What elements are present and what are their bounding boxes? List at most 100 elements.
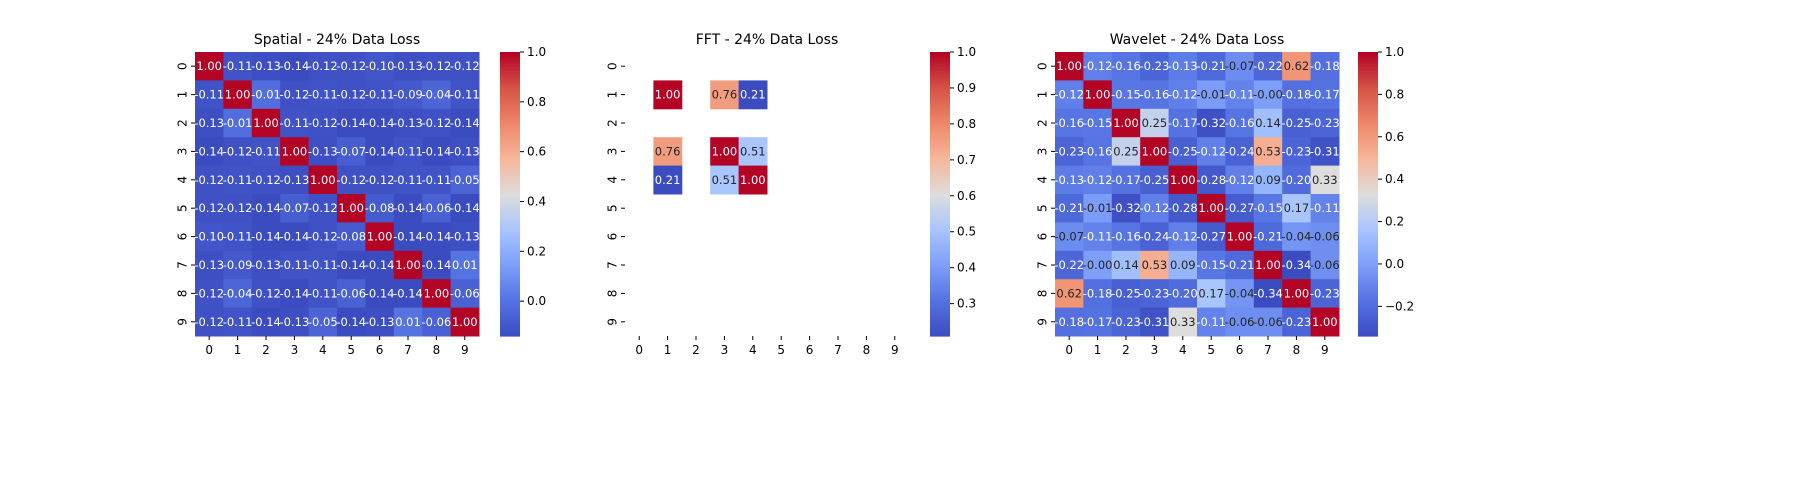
cell-label: 0.01 — [395, 315, 421, 329]
heatmap-cell — [223, 137, 253, 167]
y-tick-label: 9 — [1036, 318, 1050, 326]
cell-label: -0.14 — [336, 315, 366, 329]
colorbar-segment — [500, 146, 520, 150]
heatmap-cell — [1310, 279, 1340, 309]
cell-label: -0.07 — [1054, 230, 1084, 244]
colorbar-segment — [1358, 274, 1378, 278]
cell-label: -0.14 — [393, 286, 423, 300]
x-tick-label: 0 — [205, 343, 213, 357]
heatmap-cell — [1282, 222, 1312, 252]
colorbar-segment — [1358, 54, 1378, 58]
colorbar-segment — [500, 153, 520, 157]
cell-label: 0.17 — [1284, 201, 1310, 215]
colorbar-segment — [1358, 321, 1378, 325]
colorbar-segment — [1358, 104, 1378, 108]
x-tick-label: 0 — [635, 343, 643, 357]
colorbar-segment — [930, 172, 950, 176]
colorbar-segment — [930, 312, 950, 316]
cell-label: -0.09 — [393, 88, 423, 102]
heatmap-cell — [653, 80, 683, 110]
cell-label: -0.08 — [365, 201, 395, 215]
heatmap-cell — [223, 279, 253, 309]
heatmap-cell — [393, 250, 423, 280]
x-tick-label: 5 — [1207, 343, 1215, 357]
cell-label: 1.00 — [1227, 230, 1253, 244]
colorbar-segment — [930, 52, 950, 55]
colorbar-segment — [930, 123, 950, 126]
cell-label: 0.09 — [1170, 258, 1196, 272]
cell-label: -0.11 — [194, 88, 224, 102]
heatmap-cell — [308, 279, 338, 309]
colorbar-segment — [1358, 201, 1378, 205]
x-tick-label: 2 — [262, 343, 270, 357]
colorbar-segment — [930, 288, 950, 292]
heatmap-cell — [1083, 194, 1113, 223]
heatmap-cell — [337, 279, 366, 309]
cell-label: -0.13 — [365, 315, 395, 329]
colorbar-segment — [500, 179, 520, 183]
heatmap-cell — [393, 222, 423, 252]
colorbar-segment — [930, 276, 950, 280]
colorbar-segment — [500, 260, 520, 264]
heatmap-cell — [1083, 250, 1113, 280]
x-tick-label: 8 — [863, 343, 871, 357]
heatmap-cell — [393, 80, 423, 110]
cell-label: -0.15 — [1253, 201, 1283, 215]
cell-label: -0.11 — [280, 116, 310, 130]
x-tick-label: 4 — [319, 343, 327, 357]
cell-label: -0.06 — [422, 315, 452, 329]
heatmap-cell — [1310, 80, 1340, 110]
colorbar-segment — [1358, 99, 1378, 103]
heatmap-cell — [337, 137, 366, 167]
colorbar-segment — [1358, 215, 1378, 219]
heatmap-cell — [337, 108, 366, 138]
colorbar-segment — [930, 134, 950, 138]
colorbar-segment — [930, 281, 950, 285]
cell-label: -0.23 — [1140, 286, 1170, 300]
colorbar-segment — [500, 80, 520, 84]
heatmap-cell — [1310, 165, 1340, 195]
colorbar-segment — [500, 269, 520, 273]
heatmap-cell — [1111, 222, 1141, 252]
colorbar-segment — [500, 156, 520, 160]
cell-label: -0.14 — [422, 258, 452, 272]
colorbar-tick-label: 0.2 — [527, 244, 546, 258]
heatmap-cell — [450, 194, 480, 223]
heatmap-cell — [251, 194, 281, 223]
cell-label: -0.11 — [251, 144, 281, 158]
colorbar-segment — [930, 262, 950, 266]
colorbar-segment — [500, 92, 520, 96]
heatmap-cell — [422, 108, 452, 138]
colorbar-segment — [1358, 61, 1378, 65]
colorbar-segment — [500, 141, 520, 145]
colorbar-segment — [930, 182, 950, 186]
colorbar-segment — [500, 149, 520, 152]
colorbar-segment — [500, 255, 520, 259]
heatmap-cell — [450, 307, 480, 337]
colorbar-segment — [930, 291, 950, 294]
colorbar-segment — [500, 305, 520, 309]
cell-label: -0.01 — [1083, 201, 1113, 215]
colorbar-segment — [930, 241, 950, 245]
colorbar-segment — [500, 113, 520, 117]
cell-label: -0.25 — [1140, 173, 1170, 187]
cell-label: -0.31 — [1140, 315, 1170, 329]
colorbar-segment — [930, 293, 950, 297]
colorbar-segment — [500, 94, 520, 98]
heatmap-cell — [1111, 80, 1141, 110]
cell-label: -0.15 — [1083, 116, 1113, 130]
colorbar-segment — [500, 224, 520, 228]
heatmap-cell — [1140, 165, 1170, 195]
colorbar-segment — [930, 272, 950, 276]
heatmap-cell — [1253, 52, 1283, 81]
colorbar-segment — [930, 236, 950, 240]
colorbar-segment — [1358, 52, 1378, 55]
colorbar-segment — [1358, 134, 1378, 138]
cell-label: -0.12 — [1140, 201, 1170, 215]
cell-label: -0.14 — [336, 258, 366, 272]
cell-label: -0.00 — [1083, 258, 1113, 272]
heatmap-cell — [1140, 108, 1170, 138]
colorbar-tick-label: 1.0 — [527, 45, 546, 59]
heatmap-cell — [280, 307, 310, 337]
